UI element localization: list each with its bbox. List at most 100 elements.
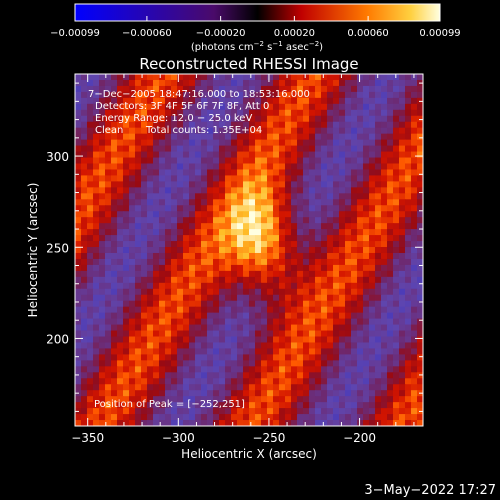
heatmap-cell xyxy=(255,223,262,230)
heatmap-cell xyxy=(285,163,292,171)
heatmap-cell xyxy=(369,145,376,153)
heatmap-cell xyxy=(141,223,148,230)
heatmap-cell xyxy=(117,169,124,177)
heatmap-cell xyxy=(135,360,142,367)
heatmap-cell xyxy=(405,74,412,81)
heatmap-cell xyxy=(417,312,423,320)
heatmap-cell xyxy=(303,336,310,344)
heatmap-cell xyxy=(321,270,328,278)
heatmap-cell xyxy=(207,103,214,111)
heatmap-cell xyxy=(177,288,184,296)
heatmap-cell xyxy=(129,85,136,93)
x-axis-label: Heliocentric X (arcsec) xyxy=(181,447,317,461)
heatmap-cell xyxy=(159,282,166,290)
heatmap-cell xyxy=(363,378,370,385)
heatmap-cell xyxy=(351,241,358,248)
heatmap-cell xyxy=(219,324,226,332)
heatmap-cell xyxy=(99,187,106,194)
heatmap-cell xyxy=(375,336,382,344)
heatmap-cell xyxy=(171,282,178,290)
heatmap-cell xyxy=(345,247,352,254)
heatmap-cell xyxy=(93,330,100,338)
heatmap-cell xyxy=(363,390,370,397)
heatmap-cell xyxy=(147,169,154,177)
heatmap-cell xyxy=(75,163,82,171)
heatmap-cell xyxy=(249,211,256,218)
heatmap-cell xyxy=(81,181,88,188)
heatmap-cell xyxy=(405,133,412,141)
heatmap-cell xyxy=(279,336,286,344)
heatmap-cell xyxy=(123,85,130,93)
heatmap-cell xyxy=(381,187,388,194)
heatmap-cell xyxy=(387,324,394,332)
heatmap-cell xyxy=(261,264,268,272)
heatmap-cell xyxy=(405,223,412,230)
heatmap-cell xyxy=(237,282,244,290)
heatmap-cell xyxy=(303,181,310,188)
heatmap-cell xyxy=(411,109,418,117)
heatmap-cell xyxy=(105,169,112,177)
heatmap-cell xyxy=(171,241,178,248)
heatmap-cell xyxy=(81,252,88,260)
heatmap-cell xyxy=(381,121,388,129)
heatmap-cell xyxy=(117,252,124,260)
heatmap-cell xyxy=(81,121,88,129)
heatmap-cell xyxy=(153,229,160,236)
heatmap-cell xyxy=(237,121,244,129)
heatmap-cell xyxy=(255,336,262,344)
heatmap-cell xyxy=(177,354,184,361)
heatmap-cell xyxy=(177,366,184,373)
heatmap-cell xyxy=(351,324,358,332)
heatmap-cell xyxy=(291,252,298,260)
heatmap-cell xyxy=(303,330,310,338)
heatmap-cell xyxy=(267,157,274,165)
heatmap-cell xyxy=(105,384,112,391)
heatmap-cell xyxy=(105,223,112,230)
heatmap-cell xyxy=(219,97,226,105)
heatmap-cell xyxy=(333,354,340,361)
heatmap-cell xyxy=(285,103,292,111)
heatmap-cell xyxy=(411,175,418,182)
heatmap-cell xyxy=(297,247,304,254)
heatmap-cell xyxy=(327,127,334,135)
heatmap-cell xyxy=(249,348,256,356)
heatmap-cell xyxy=(87,306,94,314)
heatmap-cell xyxy=(81,241,88,248)
heatmap-cell xyxy=(75,366,82,373)
heatmap-cell xyxy=(135,408,142,415)
heatmap-cell xyxy=(147,103,154,111)
heatmap-cell xyxy=(105,115,112,123)
heatmap-cell xyxy=(117,318,124,326)
heatmap-cell xyxy=(201,324,208,332)
heatmap-cell xyxy=(207,330,214,338)
heatmap-cell xyxy=(135,288,142,296)
heatmap-cell xyxy=(363,223,370,230)
heatmap-cell xyxy=(333,181,340,188)
heatmap-cell xyxy=(75,378,82,385)
heatmap-cell xyxy=(177,324,184,332)
heatmap-cell xyxy=(297,252,304,260)
heatmap-cell xyxy=(297,211,304,218)
heatmap-cell xyxy=(99,205,106,212)
heatmap-cell xyxy=(225,288,232,296)
heatmap-cell xyxy=(285,139,292,147)
heatmap-cell xyxy=(285,324,292,332)
heatmap-cell xyxy=(399,336,406,344)
heatmap-cell xyxy=(291,276,298,284)
heatmap-cell xyxy=(147,109,154,117)
heatmap-cell xyxy=(267,97,274,105)
heatmap-cell xyxy=(303,306,310,314)
heatmap-cell xyxy=(381,79,388,87)
heatmap-cell xyxy=(99,74,106,81)
heatmap-cell xyxy=(231,145,238,153)
heatmap-cell xyxy=(357,270,364,278)
heatmap-cell xyxy=(393,402,400,409)
heatmap-cell xyxy=(387,103,394,111)
heatmap-cell xyxy=(381,258,388,266)
heatmap-cell xyxy=(165,85,172,93)
heatmap-cell xyxy=(231,199,238,206)
heatmap-cell xyxy=(117,74,124,81)
heatmap-cell xyxy=(411,282,418,290)
heatmap-cell xyxy=(411,217,418,224)
heatmap-cell xyxy=(117,121,124,129)
